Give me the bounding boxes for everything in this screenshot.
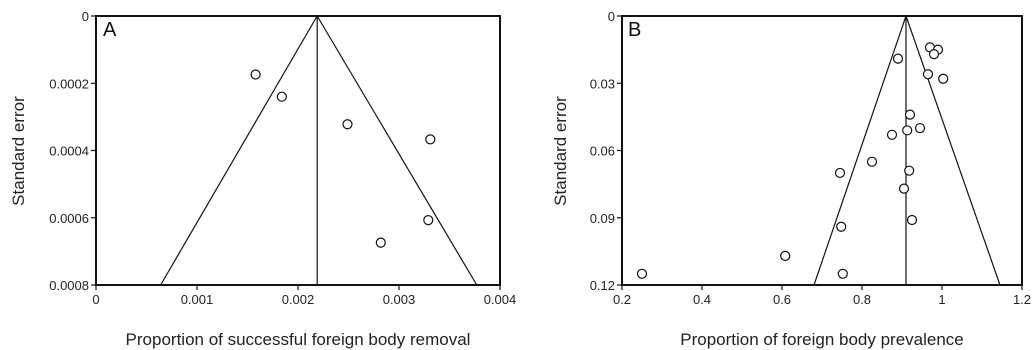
study-point-b <box>886 129 898 140</box>
y-tick-label-a: 0.0004 <box>49 144 89 159</box>
study-point-b <box>836 221 847 232</box>
study-point-a <box>375 237 386 248</box>
study-point-a <box>425 134 436 145</box>
y-tick-label-b: 0.03 <box>590 76 615 91</box>
study-point-a <box>250 69 261 80</box>
study-point-b <box>904 165 915 176</box>
study-point-b <box>837 268 848 279</box>
y-axis-title-a: Standard error <box>9 96 28 206</box>
study-point-b <box>898 183 910 194</box>
x-tick-label-a: 0 <box>92 292 99 307</box>
x-axis-title-a: Proportion of successful foreign body re… <box>126 330 471 349</box>
x-tick-label-b: 0.8 <box>853 292 871 307</box>
funnel-right-line-b <box>905 15 1001 286</box>
study-point-a <box>423 215 434 226</box>
study-point-a <box>342 119 353 130</box>
x-tick-label-b: 1.2 <box>1013 292 1031 307</box>
x-tick-label-a: 0.001 <box>181 292 214 307</box>
study-point-a <box>276 91 287 102</box>
study-point-b <box>914 122 926 134</box>
study-point-b <box>866 156 878 167</box>
funnel-left-line-b <box>813 15 907 286</box>
panel-label-a: A <box>103 19 117 41</box>
y-tick-label-b: 0.12 <box>590 278 615 293</box>
y-tick-label-a: 0.0006 <box>49 211 89 226</box>
study-point-b <box>636 268 648 279</box>
x-tick-label-b: 0.4 <box>693 292 711 307</box>
y-tick-label-b: 0.09 <box>590 211 615 226</box>
funnel-left-line-a <box>160 15 318 286</box>
study-point-b <box>904 109 916 120</box>
x-axis-title-b: Proportion of foreign body prevalence <box>680 330 964 349</box>
funnel-right-line-a <box>316 15 478 286</box>
y-tick-label-b: 0.06 <box>590 144 615 159</box>
x-tick-label-a: 0.004 <box>484 292 517 307</box>
panel-label-b: B <box>628 19 641 41</box>
y-tick-label-a: 0 <box>82 9 89 24</box>
study-point-b <box>928 49 940 60</box>
y-tick-label-a: 0.0008 <box>49 278 89 293</box>
study-point-b <box>780 250 791 261</box>
study-point-b <box>834 167 846 179</box>
study-point-b <box>938 73 949 84</box>
x-tick-label-a: 0.003 <box>383 292 416 307</box>
y-tick-label-b: 0 <box>608 9 615 24</box>
study-point-b <box>922 69 934 80</box>
x-tick-label-a: 0.002 <box>282 292 315 307</box>
x-tick-label-b: 0.2 <box>613 292 631 307</box>
study-point-b <box>906 214 918 226</box>
plot-frame-b <box>621 15 1023 286</box>
plot-frame-a <box>95 15 501 286</box>
study-point-b <box>892 53 904 64</box>
study-point-b <box>902 125 913 136</box>
y-axis-title-b: Standard error <box>551 96 570 206</box>
y-tick-label-a: 0.0002 <box>49 76 89 91</box>
x-tick-label-b: 0.6 <box>773 292 791 307</box>
x-tick-label-b: 1 <box>938 292 945 307</box>
